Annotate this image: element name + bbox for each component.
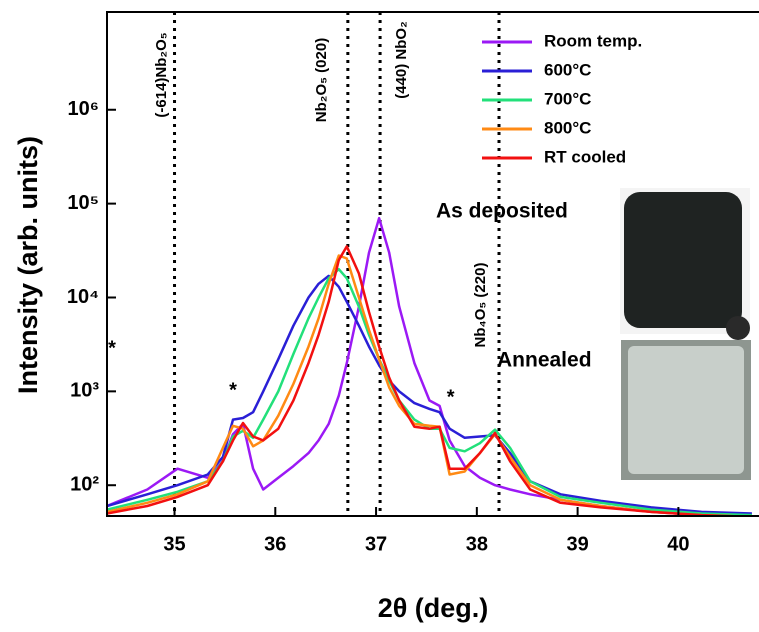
y-tick-label: 10³	[70, 380, 99, 402]
series-line	[107, 245, 752, 516]
x-tick-label: 36	[264, 533, 286, 555]
reference-label: Nb₄O₅ (220)	[472, 263, 489, 348]
x-tick-label: 35	[163, 533, 185, 555]
inset-label: Annealed	[497, 349, 592, 372]
legend-label: 800°C	[544, 118, 591, 137]
y-tick-label: 10⁴	[67, 286, 99, 308]
reference-label: Nb₂O₅ (020)	[313, 38, 330, 122]
reference-label: (-614)Nb₂O₅	[153, 32, 170, 117]
y-tick-label: 10²	[70, 474, 99, 496]
legend-label: 700°C	[544, 89, 591, 108]
x-tick-label: 37	[365, 533, 387, 555]
reference-label: (440) NbO₂	[393, 21, 410, 99]
legend-label: Room temp.	[544, 31, 642, 50]
legend-label: 600°C	[544, 60, 591, 79]
y-tick-label: 10⁵	[67, 192, 99, 214]
y-axis-label: Intensity (arb. units)	[13, 136, 43, 394]
legend-label: RT cooled	[544, 147, 626, 166]
x-tick-label: 40	[667, 533, 689, 555]
inset-photos	[620, 188, 751, 480]
x-tick-label: 39	[566, 533, 588, 555]
axes-frame	[106, 11, 759, 517]
series-line	[107, 274, 752, 515]
inset-label: As deposited	[436, 200, 568, 223]
x-tick-label: 38	[466, 533, 488, 555]
photo-annealed	[628, 346, 744, 474]
photo-as-deposited	[624, 192, 742, 328]
peak-marker: *	[108, 338, 116, 360]
x-axis-label: 2θ (deg.)	[378, 593, 489, 623]
plot-area	[107, 12, 752, 516]
peak-marker: *	[447, 386, 455, 408]
peak-marker: *	[229, 380, 237, 402]
series-line	[107, 267, 752, 516]
photo-detail	[726, 316, 750, 340]
y-tick-label: 10⁶	[68, 98, 99, 120]
